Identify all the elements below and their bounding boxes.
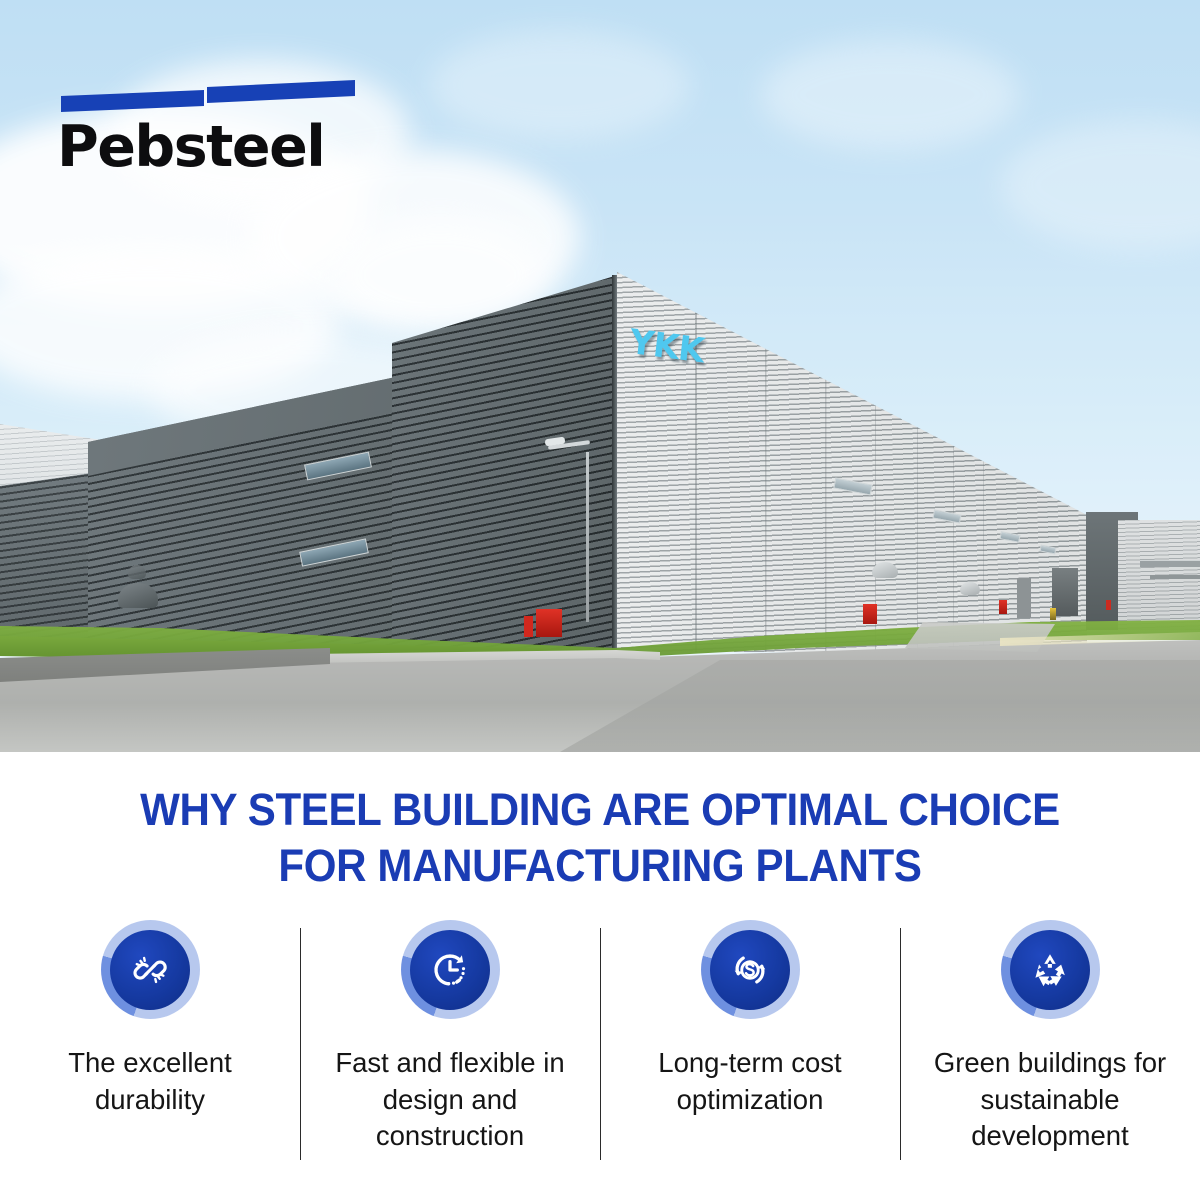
pipe-rack [1150,575,1200,579]
wall-vent-hood [118,583,158,608]
feature-caption: Fast and flexible in design and construc… [335,1047,565,1152]
brand-logo[interactable]: Pebsteel [57,38,377,180]
wall-vent-hood [960,582,980,595]
page-title-line-1: WHY STEEL BUILDING ARE OPTIMAL CHOICE [140,784,1060,835]
fire-hydrant-cabinet [999,600,1007,614]
feature-caption: Green buildings for sustainable developm… [933,1047,1167,1152]
hero-photo-factory-exterior: YKK Pebsteel [0,0,1200,752]
feature-caption: The excellent durability [68,1047,232,1115]
loading-door [1017,578,1031,618]
cloud-shape [1000,120,1200,250]
wall-vent-hood [128,565,146,579]
clock-fast-icon [410,929,490,1010]
pipe-rack [1140,560,1200,567]
steel-beam-bars-icon [61,90,204,112]
brand-name: Pebsteel [57,114,326,180]
feature-item-speed[interactable]: Fast and flexible in design and construc… [300,920,600,1160]
fire-hydrant-cabinet [536,609,562,637]
feature-item-green[interactable]: Green buildings for sustainable developm… [900,920,1200,1160]
icon-badge [1000,920,1100,1019]
concrete-pad [905,622,1055,652]
fire-hydrant-cabinet [863,604,877,624]
content-panel: WHY STEEL BUILDING ARE OPTIMAL CHOICE FO… [0,752,1200,1200]
chain-link-icon [110,929,190,1010]
bollard-post [1050,608,1056,620]
fire-hydrant-cabinet [524,616,533,637]
loading-door [1052,568,1078,616]
icon-badge [100,920,200,1019]
wall-vent-hood [872,562,898,578]
cloud-shape [430,30,690,140]
street-lamp-pole [586,452,589,622]
feature-item-durability[interactable]: The excellent durability [0,920,300,1118]
steel-beam-bars-icon [207,80,355,103]
fire-hydrant-cabinet [1106,600,1111,610]
feature-list: The excellent durability [0,920,1200,1180]
page-title-line-2: FOR MANUFACTURING PLANTS [278,839,922,891]
cloud-shape [760,40,1020,150]
feature-caption: Long-term cost optimization [658,1047,842,1115]
icon-badge [400,920,500,1019]
feature-item-cost[interactable]: Long-term cost optimization [600,920,900,1161]
recycle-icon [1010,929,1090,1010]
icon-badge [700,920,800,1019]
building-corner-edge [612,275,618,650]
dollar-cycle-icon [710,929,790,1010]
building-upper-block [392,275,618,650]
page-title: WHY STEEL BUILDING ARE OPTIMAL CHOICE FO… [39,782,1161,894]
